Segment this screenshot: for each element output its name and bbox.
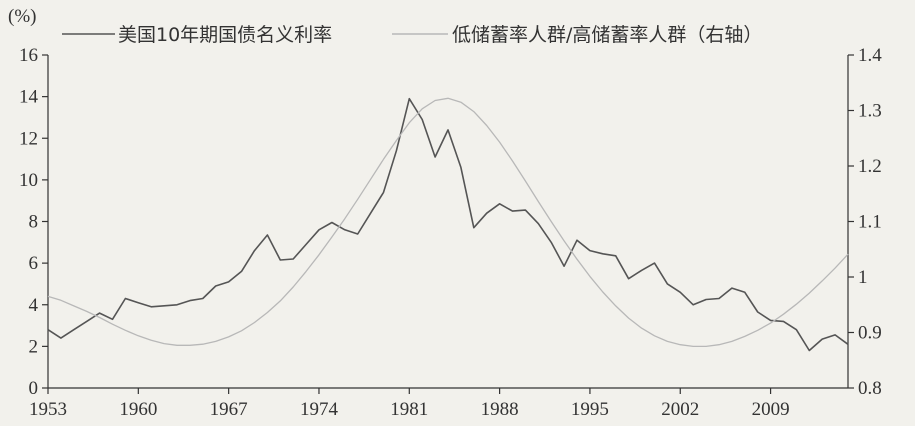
y-right-tick-label: 1 (858, 267, 868, 288)
x-tick-label: 2002 (661, 399, 699, 420)
x-tick-label: 1981 (390, 399, 428, 420)
y-right-tick-label: 1.3 (858, 101, 882, 122)
y-left-tick-label: 16 (19, 45, 38, 66)
y-left-tick-label: 2 (29, 336, 39, 357)
y-right-tick-label: 0.8 (858, 378, 882, 399)
series-line-rate (47, 97, 849, 352)
legend-label-ratio: 低储蓄率人群/高储蓄率人群（右轴） (452, 24, 762, 46)
y-right-tick-label: 1.1 (858, 212, 882, 233)
x-ticks: 1953 1960 1967 1974 1981 1988 1995 2002 2009 (29, 388, 790, 420)
series-line-ratio (47, 97, 849, 348)
y-left-tick-label: 14 (19, 87, 39, 108)
x-tick-label: 1974 (300, 399, 339, 420)
legend-label-rate: 美国10年期国债名义利率 (118, 24, 332, 46)
y-left-tick-label: 4 (29, 295, 39, 316)
y-left-tick-label: 8 (29, 212, 39, 233)
series-lines (47, 97, 849, 352)
y-left-tick-label: 0 (29, 378, 39, 399)
y-right-tick-label: 0.9 (858, 323, 882, 344)
axes (47, 55, 849, 389)
y-left-tick-label: 10 (19, 170, 38, 191)
y-right-tick-label: 1.4 (858, 45, 882, 66)
legend: (%) 美国10年期国债名义利率 低储蓄率人群/高储蓄率人群（右轴） (8, 6, 762, 46)
x-tick-label: 1960 (119, 399, 157, 420)
y-right-tick-label: 1.2 (858, 156, 882, 177)
y-left-tick-label: 12 (19, 128, 38, 149)
x-tick-label: 2009 (752, 399, 790, 420)
x-tick-label: 1953 (29, 399, 67, 420)
y-right-ticks: 0.8 0.9 1 1.1 1.2 1.3 1.4 (848, 45, 882, 399)
x-tick-label: 1995 (571, 399, 609, 420)
x-tick-label: 1967 (210, 399, 248, 420)
unit-label: (%) (8, 6, 36, 27)
x-tick-label: 1988 (481, 399, 519, 420)
y-left-tick-label: 6 (29, 253, 39, 274)
y-left-ticks: 0 2 4 6 8 10 12 14 16 (19, 45, 48, 399)
